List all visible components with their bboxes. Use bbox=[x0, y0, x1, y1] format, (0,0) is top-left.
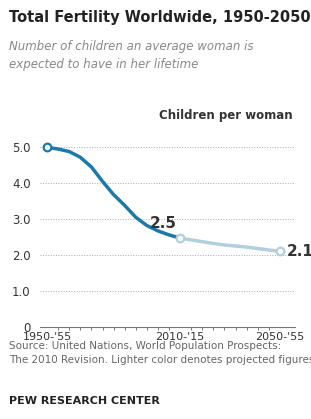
Text: 2.1: 2.1 bbox=[287, 244, 311, 259]
Text: PEW RESEARCH CENTER: PEW RESEARCH CENTER bbox=[9, 396, 160, 406]
Text: Source: United Nations, World Population Prospects:
The 2010 Revision. Lighter c: Source: United Nations, World Population… bbox=[9, 341, 311, 365]
Text: Children per woman: Children per woman bbox=[159, 109, 293, 122]
Text: Total Fertility Worldwide, 1950-2050: Total Fertility Worldwide, 1950-2050 bbox=[9, 10, 311, 26]
Text: 2.5: 2.5 bbox=[150, 216, 177, 231]
Text: Number of children an average woman is
expected to have in her lifetime: Number of children an average woman is e… bbox=[9, 40, 254, 71]
